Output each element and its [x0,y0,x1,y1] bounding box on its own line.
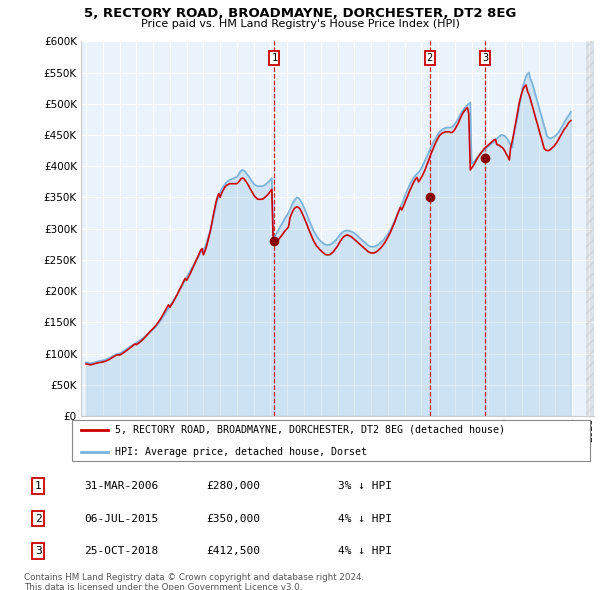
Text: 1: 1 [35,481,41,491]
Text: 31-MAR-2006: 31-MAR-2006 [84,481,158,491]
Text: 2: 2 [427,53,433,63]
Text: 4% ↓ HPI: 4% ↓ HPI [337,514,392,523]
Text: HPI: Average price, detached house, Dorset: HPI: Average price, detached house, Dors… [115,447,367,457]
FancyBboxPatch shape [71,419,590,461]
Text: 2: 2 [35,514,41,523]
Text: 3: 3 [35,546,41,556]
Text: £280,000: £280,000 [206,481,260,491]
Text: 25-OCT-2018: 25-OCT-2018 [84,546,158,556]
Text: 4% ↓ HPI: 4% ↓ HPI [337,546,392,556]
Text: £412,500: £412,500 [206,546,260,556]
Text: 3: 3 [482,53,488,63]
Text: 5, RECTORY ROAD, BROADMAYNE, DORCHESTER, DT2 8EG (detached house): 5, RECTORY ROAD, BROADMAYNE, DORCHESTER,… [115,425,505,434]
Text: Price paid vs. HM Land Registry's House Price Index (HPI): Price paid vs. HM Land Registry's House … [140,19,460,29]
Text: £350,000: £350,000 [206,514,260,523]
Text: 1: 1 [271,53,278,63]
Text: This data is licensed under the Open Government Licence v3.0.: This data is licensed under the Open Gov… [24,583,302,590]
Text: Contains HM Land Registry data © Crown copyright and database right 2024.: Contains HM Land Registry data © Crown c… [24,573,364,582]
Text: 5, RECTORY ROAD, BROADMAYNE, DORCHESTER, DT2 8EG: 5, RECTORY ROAD, BROADMAYNE, DORCHESTER,… [84,7,516,20]
Bar [586,41,594,416]
Text: 3% ↓ HPI: 3% ↓ HPI [337,481,392,491]
Text: 06-JUL-2015: 06-JUL-2015 [84,514,158,523]
